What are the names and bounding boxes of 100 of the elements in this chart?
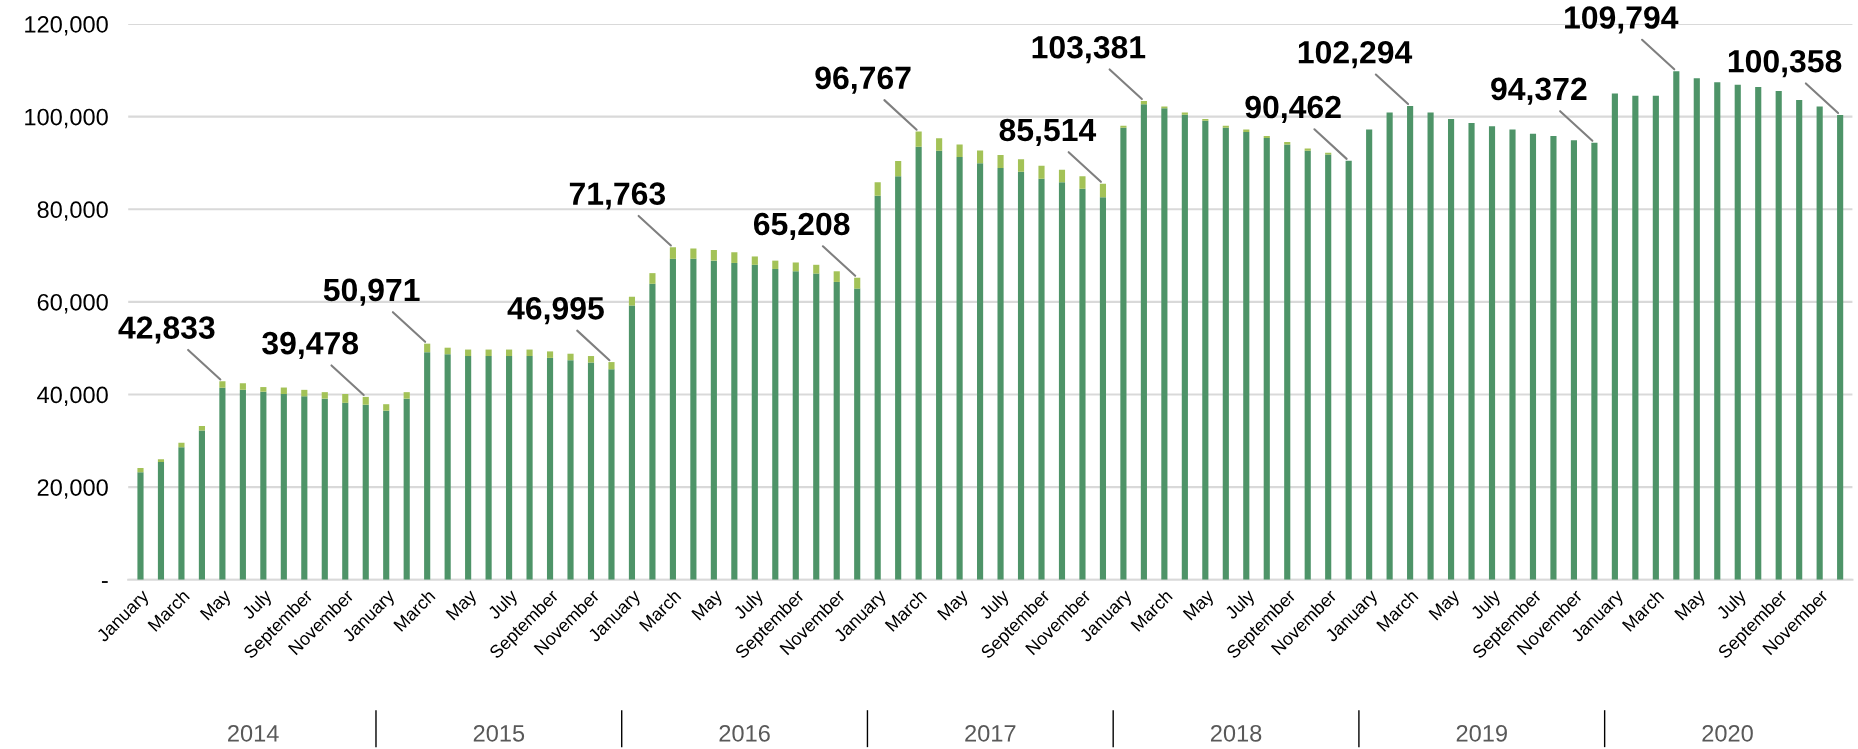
bar bbox=[854, 277, 861, 289]
bar bbox=[1284, 144, 1291, 580]
bar bbox=[546, 351, 554, 358]
text: 2018 bbox=[1210, 724, 1262, 742]
bar bbox=[1407, 105, 1414, 580]
bar bbox=[649, 273, 656, 284]
bar bbox=[424, 343, 431, 353]
bar bbox=[280, 394, 287, 580]
bar bbox=[792, 262, 799, 272]
bar bbox=[219, 381, 226, 388]
total-label: 65,208 bbox=[753, 212, 850, 240]
bar bbox=[301, 396, 308, 580]
bar bbox=[260, 387, 267, 392]
bar bbox=[751, 264, 758, 580]
bar bbox=[506, 349, 513, 357]
bar bbox=[1058, 169, 1066, 183]
text: 2017 bbox=[965, 724, 1016, 742]
total-label: 85,514 bbox=[999, 118, 1097, 146]
bar bbox=[1755, 86, 1762, 580]
bar bbox=[444, 347, 451, 355]
bar bbox=[669, 258, 676, 580]
bar bbox=[1161, 108, 1168, 580]
text: 2014 bbox=[228, 724, 279, 742]
x-tick-label: May bbox=[1674, 588, 1709, 624]
bar bbox=[833, 281, 840, 580]
bar bbox=[608, 369, 615, 580]
y-tick-label: 80,000 bbox=[37, 201, 108, 221]
bar bbox=[1550, 136, 1557, 580]
bar bbox=[1120, 127, 1127, 580]
bar bbox=[915, 131, 922, 147]
bar bbox=[710, 249, 717, 261]
bar bbox=[362, 404, 369, 580]
bar bbox=[239, 383, 246, 390]
bar bbox=[1038, 165, 1045, 179]
text: 2020 bbox=[1702, 724, 1753, 742]
bar bbox=[178, 442, 185, 448]
bar bbox=[567, 360, 574, 580]
bar bbox=[485, 356, 492, 580]
bar bbox=[321, 398, 328, 580]
total-label: 42,833 bbox=[118, 316, 215, 344]
y-tick-label: 60,000 bbox=[37, 293, 108, 314]
bar bbox=[506, 356, 513, 580]
total-label: 96,767 bbox=[815, 66, 911, 94]
x-tick-label: May bbox=[691, 588, 726, 624]
bar bbox=[219, 387, 226, 580]
bar bbox=[403, 398, 410, 580]
bar bbox=[690, 248, 697, 259]
bar bbox=[772, 268, 779, 580]
bar bbox=[383, 410, 390, 580]
bar bbox=[1099, 197, 1107, 580]
bar bbox=[444, 354, 451, 580]
bar bbox=[1017, 159, 1025, 172]
x-tick-label: May bbox=[937, 588, 972, 624]
bar bbox=[1775, 91, 1782, 580]
bar bbox=[1427, 112, 1434, 580]
bar bbox=[895, 176, 902, 580]
bar bbox=[977, 163, 984, 580]
bar bbox=[383, 404, 390, 411]
y-tick-label: 20,000 bbox=[37, 479, 108, 499]
y-tick-label: 40,000 bbox=[37, 386, 108, 407]
bar bbox=[792, 271, 799, 580]
bar bbox=[239, 389, 246, 580]
bar bbox=[157, 459, 165, 463]
bar bbox=[813, 273, 820, 580]
bar bbox=[546, 357, 554, 580]
bar bbox=[751, 256, 758, 265]
bar bbox=[1304, 150, 1311, 580]
bar bbox=[997, 155, 1004, 168]
bar bbox=[1693, 78, 1700, 580]
bar bbox=[526, 349, 533, 357]
bar bbox=[465, 356, 472, 580]
bar bbox=[424, 352, 431, 580]
total-label: 103,381 bbox=[1032, 35, 1146, 64]
bar bbox=[895, 161, 902, 177]
y-tick-label: 100,000 bbox=[25, 108, 108, 129]
total-label: 71,763 bbox=[569, 182, 666, 210]
bar bbox=[362, 396, 369, 405]
bar bbox=[342, 402, 349, 580]
bar bbox=[1017, 171, 1025, 580]
bar bbox=[1652, 95, 1659, 580]
bar bbox=[1243, 131, 1250, 580]
bar bbox=[1714, 82, 1721, 580]
bar bbox=[1345, 160, 1352, 580]
bar bbox=[465, 349, 472, 357]
bar bbox=[1611, 93, 1618, 580]
bar bbox=[628, 296, 636, 306]
bar bbox=[1509, 129, 1516, 580]
bar bbox=[1673, 71, 1680, 580]
bar bbox=[526, 356, 533, 580]
bar bbox=[956, 144, 963, 157]
bar bbox=[1386, 112, 1393, 580]
bar bbox=[813, 264, 820, 274]
bar bbox=[198, 430, 205, 580]
bar bbox=[874, 182, 881, 196]
bar bbox=[1529, 133, 1537, 580]
text: 2016 bbox=[719, 724, 770, 742]
bar bbox=[301, 389, 308, 397]
bar bbox=[997, 168, 1004, 580]
bar bbox=[137, 472, 144, 580]
bar bbox=[1366, 129, 1373, 580]
